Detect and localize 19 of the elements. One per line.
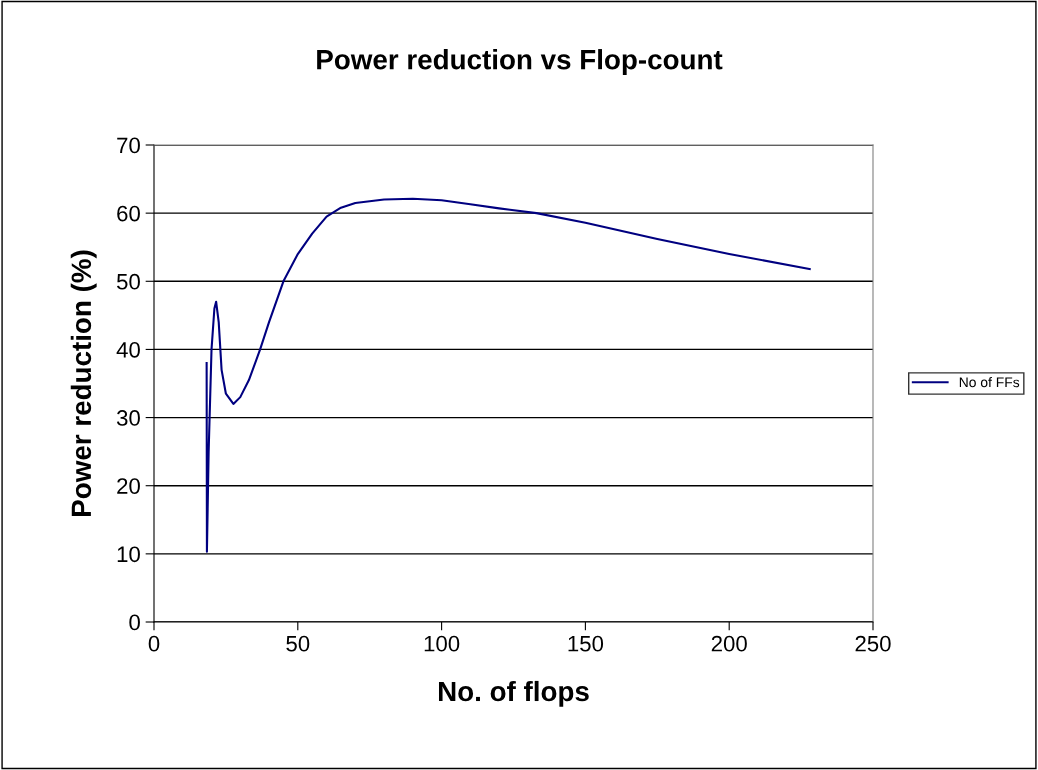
x-tick-label: 50	[286, 635, 310, 652]
line-series	[205, 197, 811, 553]
y-tick-label: 10	[117, 546, 140, 563]
y-tick-label: 50	[116, 273, 140, 290]
y-tick-label: 70	[117, 137, 140, 154]
y-tick-label: 30	[116, 410, 140, 426]
y-tick-label: 0	[129, 614, 140, 631]
x-axis-title: No. of flops	[438, 680, 589, 707]
x-tick-label: 250	[855, 635, 891, 652]
y-tick-label: 40	[116, 341, 140, 358]
y-tick-label: 20	[117, 478, 140, 494]
chart-title: Power reduction vs Flop-count	[317, 49, 723, 75]
x-tick-label: 150	[568, 635, 604, 652]
x-tick-label: 0	[148, 635, 160, 652]
y-axis-title: Power reduction (%)	[70, 250, 97, 516]
x-tick-label: 100	[424, 635, 460, 652]
legend-label: No of FFs	[959, 377, 1020, 388]
x-tick-label: 200	[711, 635, 747, 652]
y-tick-label: 60	[117, 205, 140, 222]
